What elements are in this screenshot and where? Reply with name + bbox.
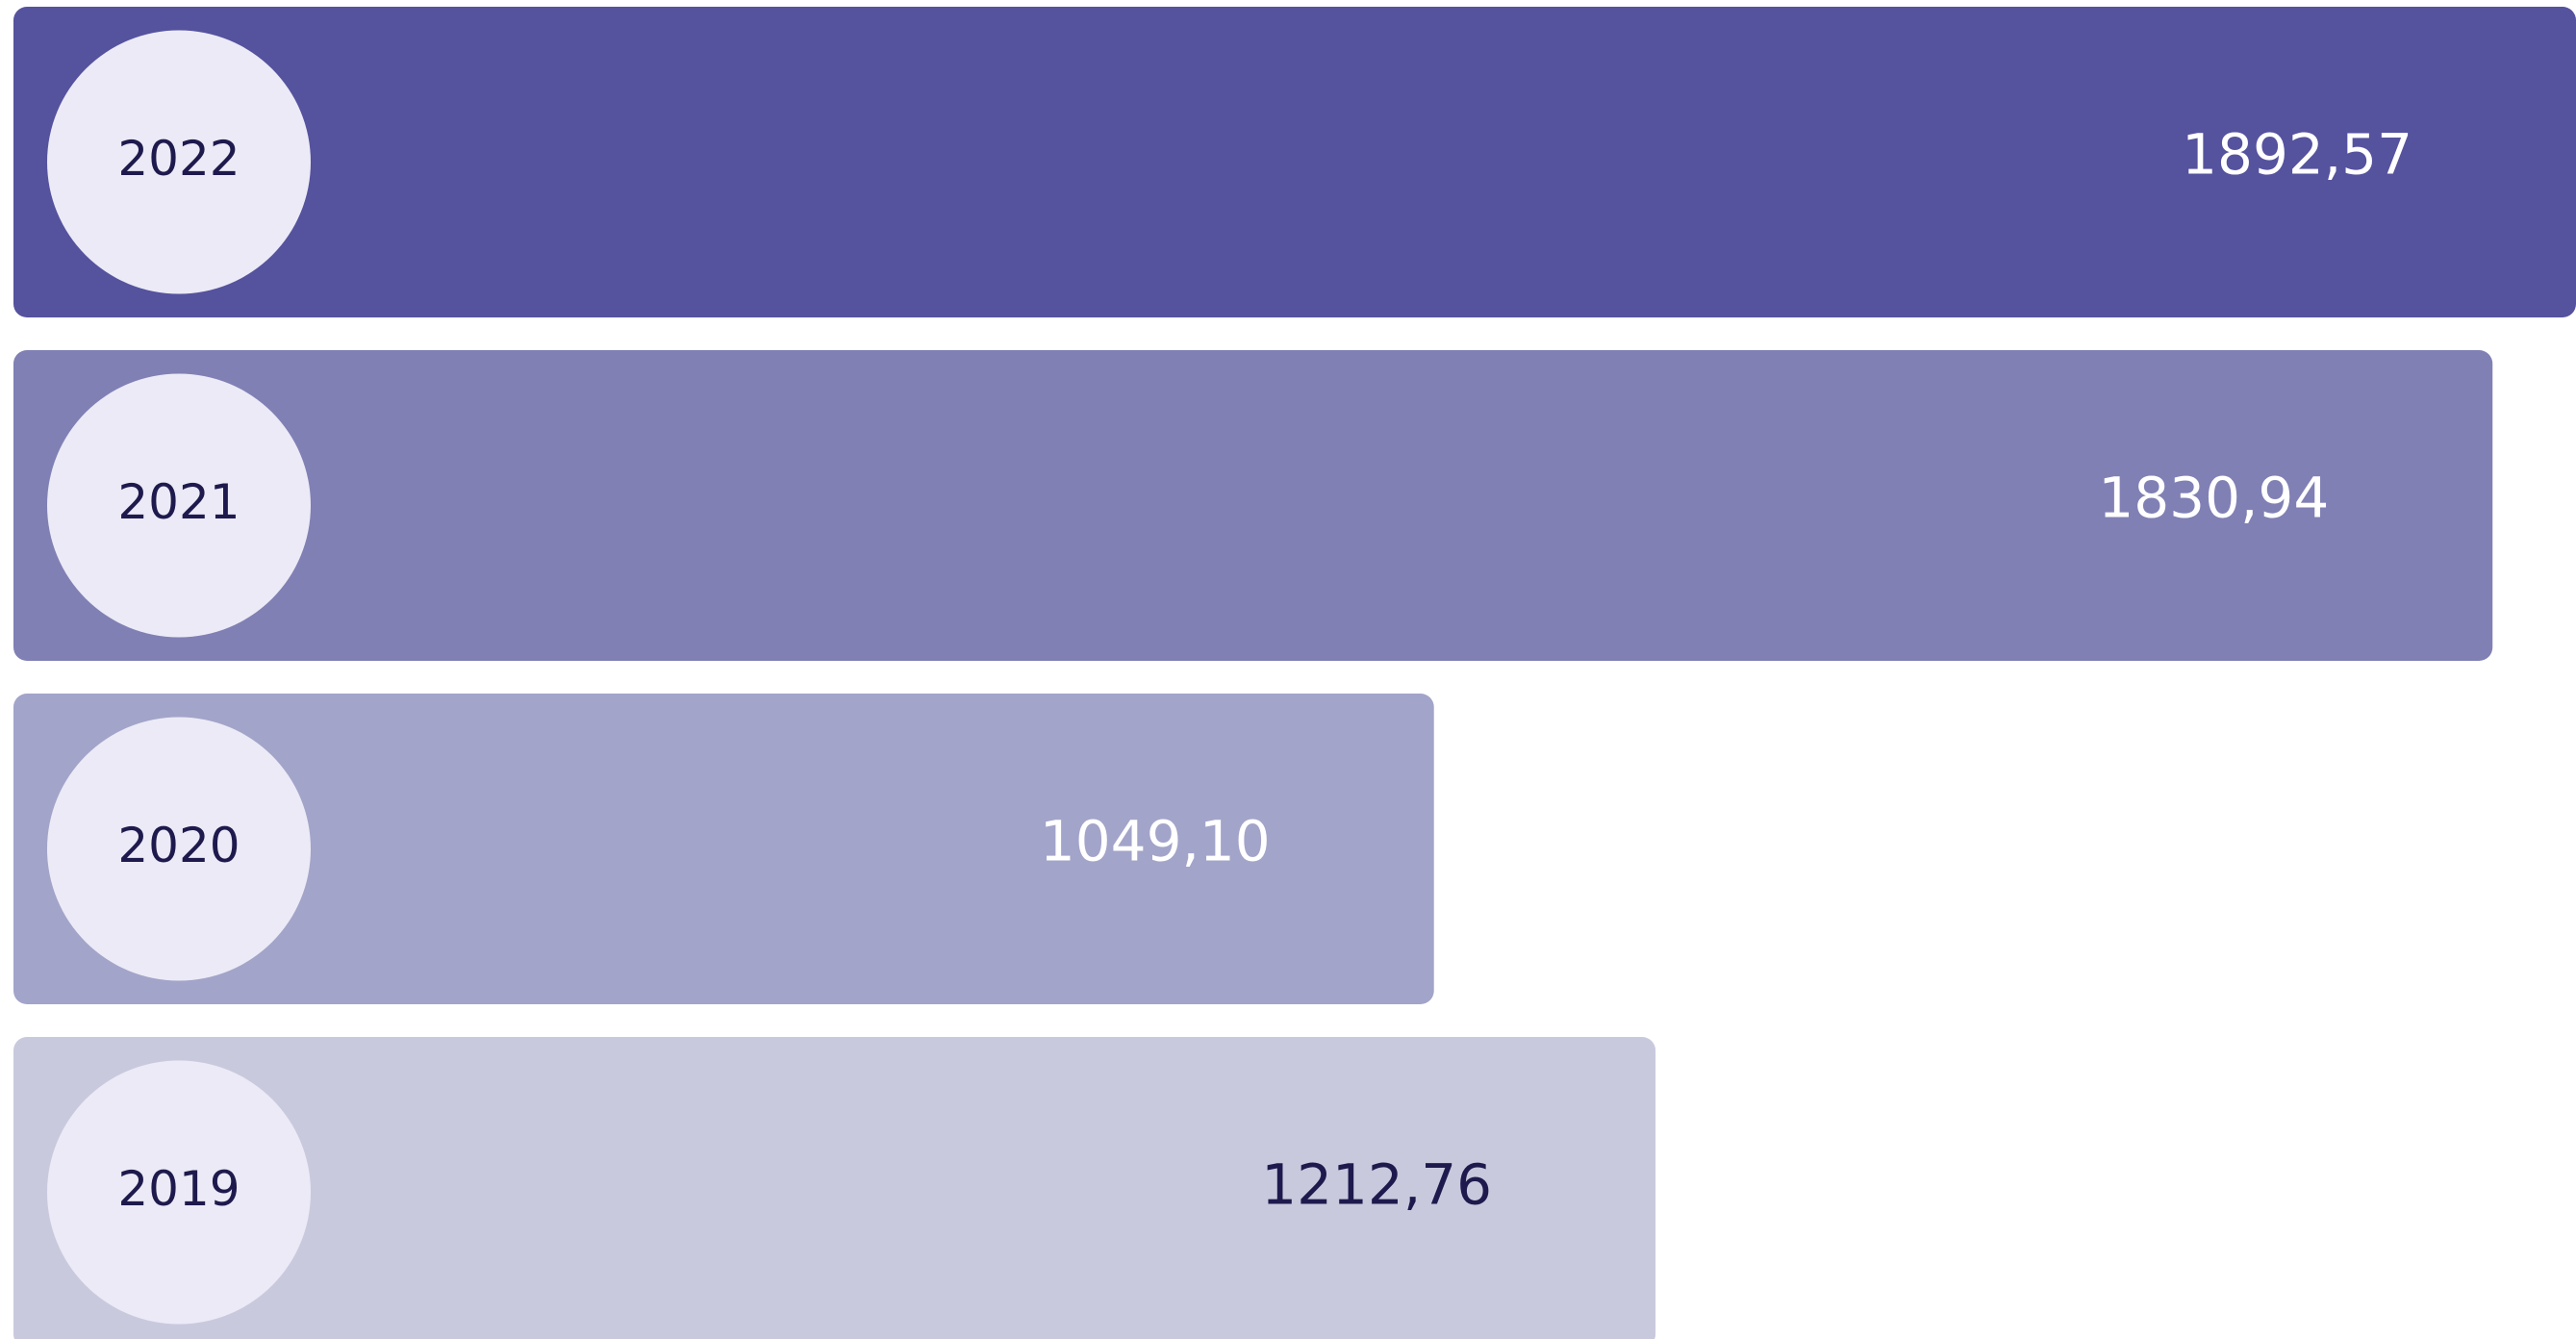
year-badge bbox=[47, 717, 311, 981]
category-label: 2019 bbox=[117, 1161, 240, 1217]
year-badge bbox=[47, 373, 311, 638]
category-label: 2021 bbox=[117, 474, 240, 530]
year-badge bbox=[47, 30, 311, 294]
value-label: 1830,94 bbox=[2098, 466, 2329, 531]
value-label: 1049,10 bbox=[1040, 809, 1271, 874]
category-label: 2022 bbox=[117, 131, 240, 187]
year-badge bbox=[47, 1060, 311, 1325]
value-label: 1892,57 bbox=[2182, 122, 2412, 188]
bar bbox=[13, 1037, 1656, 1339]
bar bbox=[13, 694, 1434, 1004]
bar bbox=[13, 350, 2493, 661]
value-label: 1212,76 bbox=[1261, 1152, 1492, 1218]
category-label: 2020 bbox=[117, 818, 240, 873]
bar bbox=[13, 7, 2576, 317]
